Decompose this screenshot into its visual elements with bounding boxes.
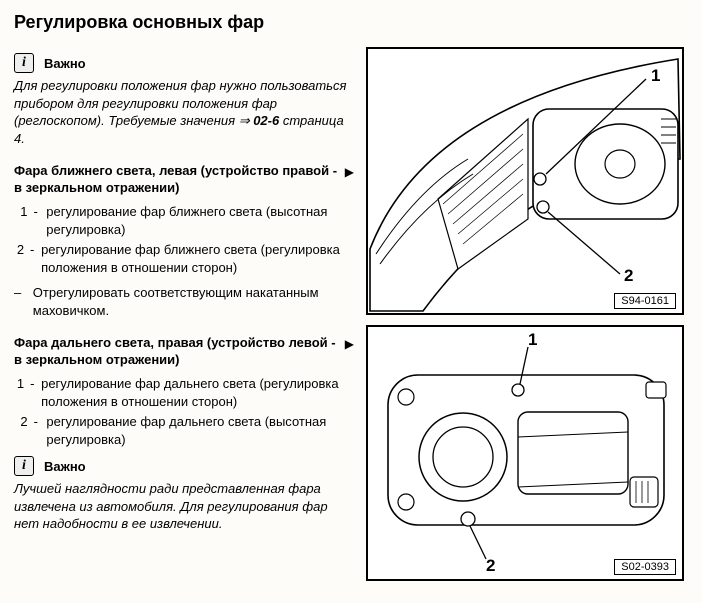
info-label: Важно bbox=[44, 459, 86, 474]
list-text: регулирование фар ближнего света (высотн… bbox=[46, 203, 354, 238]
list-number: 1 bbox=[14, 203, 28, 238]
info-icon: i bbox=[14, 456, 34, 476]
list-text: регулирование фар дальнего света (высотн… bbox=[46, 413, 354, 448]
list-number: 1 bbox=[14, 375, 24, 410]
list-dash: - bbox=[30, 241, 35, 276]
info-icon: i bbox=[14, 53, 34, 73]
list-dash: - bbox=[34, 413, 41, 448]
callout-1: 1 bbox=[651, 66, 660, 85]
list-dash: - bbox=[30, 375, 35, 410]
list-dash: - bbox=[34, 203, 41, 238]
arrow-right-icon: ▶ bbox=[345, 165, 354, 179]
page-title: Регулировка основных фар bbox=[14, 12, 688, 33]
info-label: Важно bbox=[44, 56, 86, 71]
figure-column: 1 2 S94-0161 bbox=[366, 47, 686, 591]
figure-1: 1 2 S94-0161 bbox=[366, 47, 684, 315]
list-number: 2 bbox=[14, 241, 24, 276]
text-column: i Важно Для регулировки положения фар ну… bbox=[14, 47, 354, 591]
list-text: Отрегулировать соответствующим накатанны… bbox=[33, 284, 354, 319]
section1-title: Фара ближнего света, левая (устройство п… bbox=[14, 163, 339, 197]
list-number: 2 bbox=[14, 413, 28, 448]
callout-2: 2 bbox=[486, 556, 495, 575]
callout-2: 2 bbox=[624, 266, 633, 285]
callout-1: 1 bbox=[528, 330, 537, 349]
figure-id: S02-0393 bbox=[614, 559, 676, 575]
list-text: регулирование фар ближнего света (регули… bbox=[41, 241, 354, 276]
section2-title: Фара дальнего света, правая (устройство … bbox=[14, 335, 339, 369]
info-paragraph: Лучшей наглядности ради представленная ф… bbox=[14, 480, 354, 533]
info-paragraph: Для регулировки положения фар нужно поль… bbox=[14, 77, 354, 147]
list-text: регулирование фар дальнего света (регули… bbox=[41, 375, 354, 410]
list-dash: – bbox=[14, 284, 23, 319]
arrow-right-icon: ▶ bbox=[345, 337, 354, 351]
figure-2: 1 2 S02-0393 bbox=[366, 325, 684, 581]
info-ref: 02-6 bbox=[253, 113, 279, 128]
figure-id: S94-0161 bbox=[614, 293, 676, 309]
